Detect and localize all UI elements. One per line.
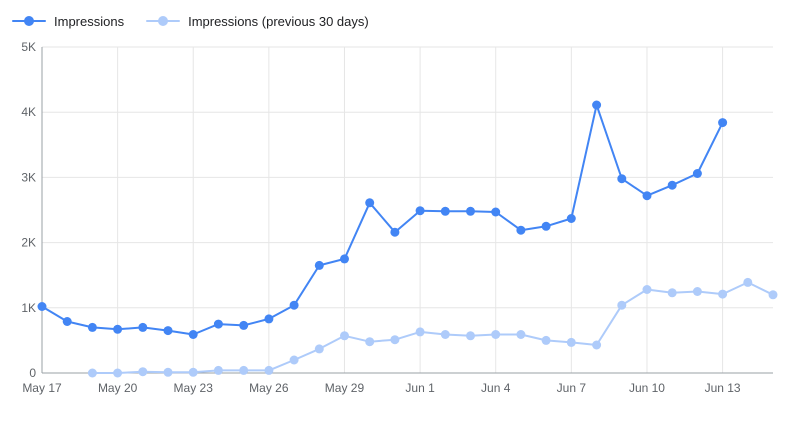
- y-tick-label: 5K: [21, 40, 36, 54]
- y-tick-label: 0: [29, 366, 36, 380]
- x-tick-label: May 23: [174, 381, 214, 395]
- data-point-impressions: [213, 319, 223, 329]
- legend-item-impressions[interactable]: Impressions: [12, 14, 124, 29]
- data-point-impressions-previous-30-days: [768, 290, 778, 300]
- data-point-impressions-previous-30-days: [466, 331, 475, 341]
- data-point-impressions: [37, 302, 47, 311]
- data-point-impressions-previous-30-days: [289, 355, 299, 365]
- data-point-impressions-previous-30-days: [617, 300, 627, 310]
- data-point-impressions-previous-30-days: [264, 365, 274, 375]
- y-tick-label: 4K: [21, 105, 36, 119]
- data-point-impressions: [113, 324, 123, 334]
- data-point-impressions-previous-30-days: [718, 289, 728, 299]
- data-point-impressions-previous-30-days: [642, 285, 652, 294]
- data-point-impressions: [163, 326, 173, 336]
- legend-swatch-impressions: [12, 15, 46, 27]
- data-point-impressions: [592, 100, 602, 110]
- chart-legend: Impressions Impressions (previous 30 day…: [12, 10, 369, 32]
- data-point-impressions: [365, 198, 375, 208]
- data-point-impressions: [62, 317, 72, 326]
- data-point-impressions: [718, 118, 728, 128]
- x-tick-label: May 26: [249, 381, 289, 395]
- x-tick-label: Jun 10: [629, 381, 665, 395]
- data-point-impressions-previous-30-days: [541, 335, 551, 345]
- data-point-impressions-previous-30-days: [239, 365, 249, 375]
- x-tick-label: May 20: [98, 381, 138, 395]
- data-point-impressions-previous-30-days: [314, 344, 324, 354]
- data-point-impressions-previous-30-days: [491, 330, 501, 339]
- grid-layer: [42, 46, 773, 373]
- y-tick-label: 2K: [21, 236, 36, 250]
- tick-label-layer: 0 1K 2K 3K 4K 5K May 17 May 20 May 23 May 26 May 2…: [21, 40, 741, 395]
- data-point-impressions: [239, 320, 249, 330]
- data-point-impressions: [440, 206, 450, 216]
- legend-label-previous-30-days: Impressions (previous 30 days): [188, 13, 369, 29]
- series-layer: [37, 100, 778, 378]
- data-point-impressions-previous-30-days: [415, 327, 425, 337]
- data-point-impressions: [188, 330, 198, 339]
- data-point-impressions: [415, 206, 425, 216]
- series-line-impressions: [41, 104, 724, 336]
- data-point-impressions-previous-30-days: [138, 367, 148, 377]
- data-point-impressions: [289, 300, 299, 310]
- legend-swatch-previous-30-days: [146, 15, 181, 27]
- data-point-impressions: [516, 225, 526, 235]
- data-point-impressions-previous-30-days: [390, 335, 400, 345]
- data-point-impressions-previous-30-days: [213, 365, 223, 375]
- data-point-impressions: [541, 221, 551, 231]
- data-point-impressions: [87, 322, 97, 332]
- data-point-impressions-previous-30-days: [692, 287, 702, 296]
- x-tick-label: Jun 7: [557, 381, 587, 395]
- data-point-impressions-previous-30-days: [743, 277, 753, 287]
- data-point-impressions-previous-30-days: [592, 340, 602, 350]
- y-tick-label: 3K: [21, 170, 36, 184]
- data-point-impressions: [642, 191, 652, 201]
- data-point-impressions-previous-30-days: [163, 367, 173, 377]
- legend-label-impressions: Impressions: [54, 13, 125, 29]
- data-point-impressions: [138, 322, 148, 332]
- data-point-impressions: [314, 260, 324, 270]
- data-point-impressions-previous-30-days: [667, 288, 677, 298]
- axis-layer: [41, 47, 773, 374]
- data-point-impressions-previous-30-days: [440, 330, 450, 339]
- x-tick-label: May 29: [325, 381, 365, 395]
- legend-dot-impressions: [24, 16, 34, 26]
- data-point-impressions: [692, 169, 702, 178]
- data-point-impressions: [667, 180, 677, 190]
- data-point-impressions-previous-30-days: [566, 337, 576, 347]
- data-point-impressions: [617, 174, 627, 184]
- data-point-impressions-previous-30-days: [516, 330, 526, 339]
- data-point-impressions: [340, 254, 349, 264]
- x-tick-label: Jun 13: [705, 381, 741, 395]
- series-impressions-previous-30-days: [87, 277, 778, 378]
- data-point-impressions: [390, 227, 400, 237]
- x-tick-label: Jun 4: [481, 381, 511, 395]
- data-point-impressions: [491, 207, 501, 217]
- legend-item-previous-30-days[interactable]: Impressions (previous 30 days): [146, 14, 369, 29]
- data-point-impressions-previous-30-days: [188, 367, 198, 377]
- data-point-impressions-previous-30-days: [87, 368, 97, 378]
- legend-dot-previous-30-days: [158, 16, 169, 26]
- x-tick-label: May 17: [22, 381, 62, 395]
- data-point-impressions: [264, 314, 274, 324]
- y-tick-label: 1K: [21, 301, 36, 315]
- data-point-impressions-previous-30-days: [365, 337, 375, 347]
- series-line-impressions-previous-30-days: [91, 281, 774, 374]
- data-point-impressions-previous-30-days: [113, 368, 123, 378]
- data-point-impressions-previous-30-days: [340, 331, 349, 341]
- data-point-impressions: [466, 206, 475, 216]
- data-point-impressions: [566, 214, 576, 223]
- series-impressions: [37, 100, 728, 339]
- x-tick-label: Jun 1: [405, 381, 435, 395]
